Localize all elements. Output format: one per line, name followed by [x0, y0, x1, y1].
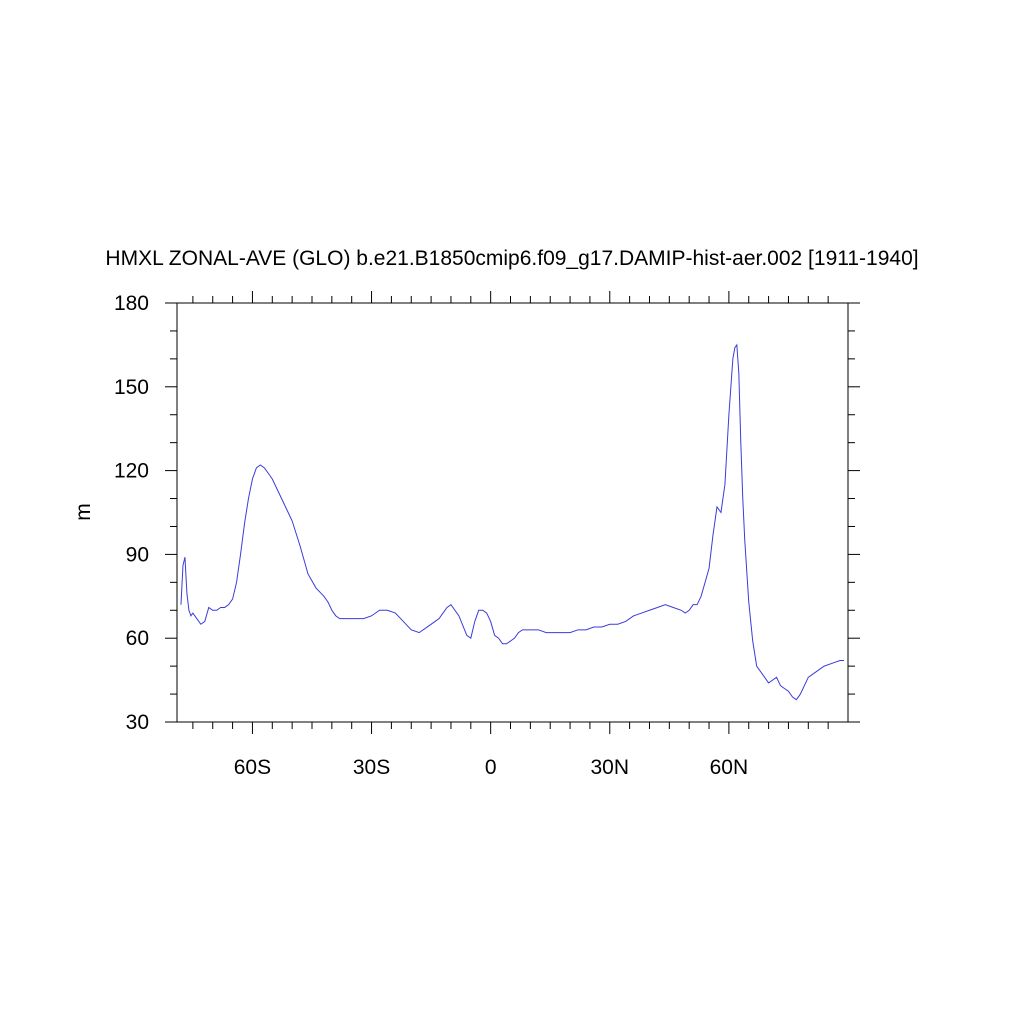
x-tick-label: 60N — [710, 756, 749, 779]
x-tick-label: 30S — [353, 756, 390, 779]
plot-frame — [176, 302, 849, 723]
x-tick-label: 0 — [485, 756, 497, 779]
y-tick-label: 150 — [114, 376, 149, 399]
ticks-layer — [165, 291, 860, 734]
y-tick-label: 90 — [126, 543, 149, 566]
series-line — [180, 343, 845, 701]
y-tick-label: 180 — [114, 292, 149, 315]
x-tick-label: 30N — [591, 756, 630, 779]
y-tick-label: 30 — [126, 711, 149, 734]
y-axis-label: m — [72, 503, 95, 521]
y-tick-label: 120 — [114, 460, 149, 483]
x-tick-label: 60S — [234, 756, 271, 779]
tick-labels-layer: 60S 30S 0 30N 60N 30 60 90 120 150 180 — [114, 292, 748, 779]
chart-title: HMXL ZONAL-AVE (GLO) b.e21.B1850cmip6.f0… — [105, 247, 919, 270]
y-tick-label: 60 — [126, 627, 149, 650]
